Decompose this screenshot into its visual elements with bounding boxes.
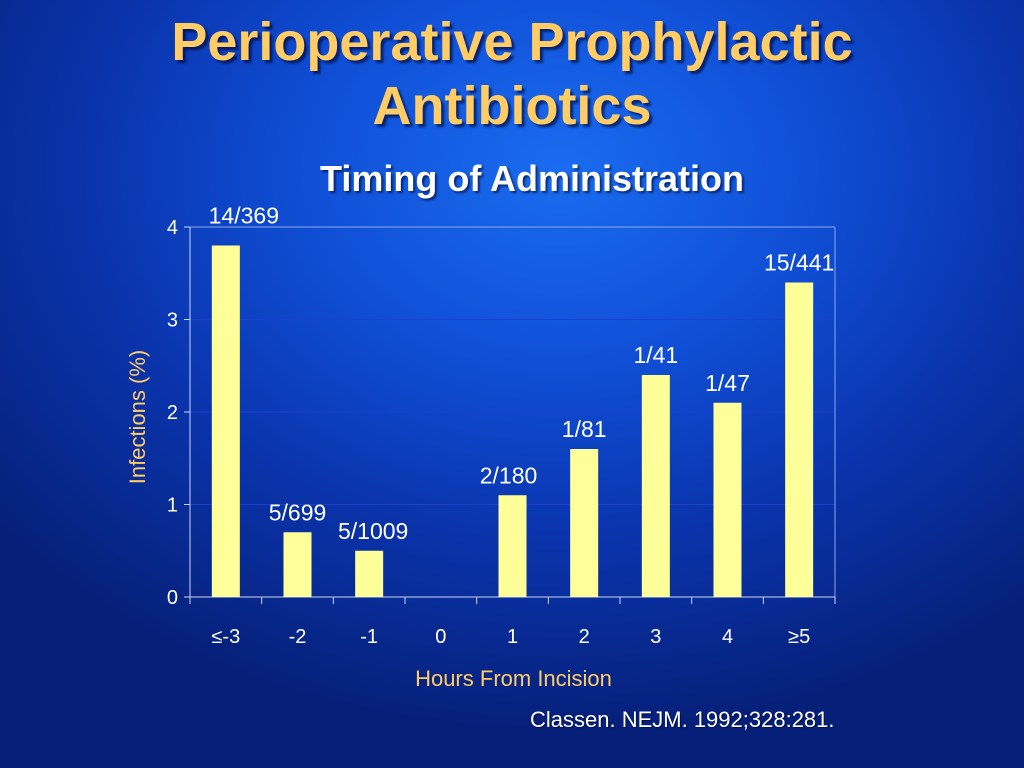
bar-6 (641, 375, 670, 597)
data-label-5: 1/81 (562, 416, 607, 442)
slide-title-line-2: Antibiotics (372, 76, 652, 136)
x-tick-label-0: ≤-3 (211, 626, 240, 648)
bar-5 (570, 449, 599, 597)
y-tick-label-2: 2 (167, 402, 178, 424)
data-label-0: 14/369 (209, 203, 279, 229)
data-label-6: 1/41 (633, 342, 678, 368)
y-axis-title: Infections (%) (125, 350, 150, 485)
bar-8 (785, 282, 814, 597)
x-tick-label-1: -2 (289, 626, 307, 648)
x-tick-label-5: 2 (579, 626, 590, 648)
bar-0 (211, 245, 240, 597)
citation: Classen. NEJM. 1992;328:281. (530, 707, 835, 732)
x-tick-label-3: 0 (435, 626, 446, 648)
x-tick-label-7: 4 (722, 626, 733, 648)
data-label-4: 2/180 (480, 462, 538, 488)
y-tick-label-0: 0 (167, 587, 178, 609)
slide-title-line-1: Perioperative Prophylactic (171, 12, 853, 72)
y-tick-label-1: 1 (167, 495, 178, 517)
bar-4 (498, 495, 527, 597)
y-tick-label-4: 4 (167, 217, 178, 239)
bar-2 (355, 550, 384, 597)
data-label-8: 15/441 (764, 250, 834, 276)
x-tick-label-2: -1 (360, 626, 378, 648)
x-axis-title: Hours From Incision (415, 666, 612, 691)
bar-7 (713, 402, 742, 597)
bar-1 (283, 532, 312, 597)
x-tick-label-4: 1 (507, 626, 518, 648)
data-label-1: 5/699 (269, 499, 327, 525)
data-label-2: 5/1009 (338, 518, 408, 544)
slide-title: Perioperative Prophylactic Antibiotics (0, 10, 1024, 138)
x-tick-label-8: ≥5 (788, 626, 810, 648)
data-label-7: 1/47 (705, 370, 750, 396)
x-tick-label-6: 3 (650, 626, 661, 648)
slide-subtitle: Timing of Administration (320, 158, 744, 199)
y-tick-label-3: 3 (167, 310, 178, 332)
